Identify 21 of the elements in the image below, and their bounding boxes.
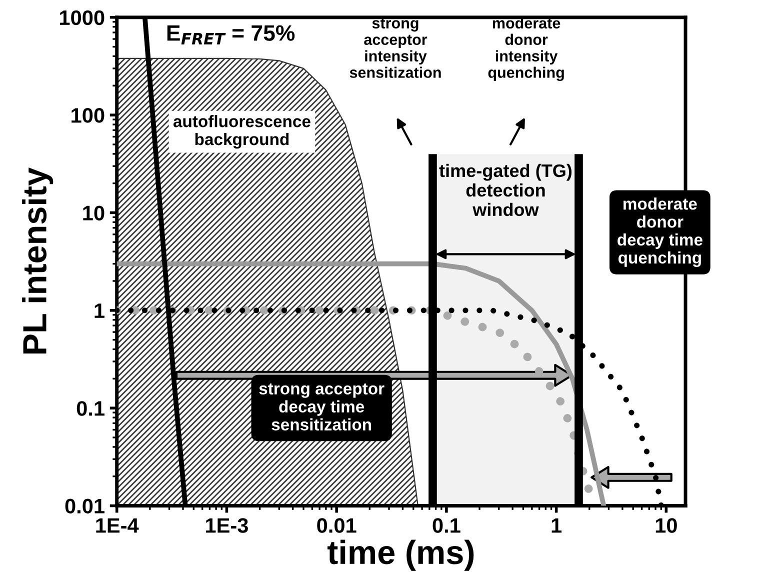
y-tick-label: 1 — [94, 304, 104, 318]
x-tick-label: 0.01 — [317, 518, 356, 533]
x-tick-label: 1 — [552, 518, 562, 533]
annotation: autofluorescence background — [173, 115, 310, 149]
x-tick-label: 1E-4 — [96, 518, 139, 533]
x-tick-label: 0.1 — [432, 518, 460, 533]
y-tick-label: 1000 — [60, 10, 104, 26]
x-tick-label: 1E-3 — [206, 518, 248, 533]
y-tick-label: 0.01 — [65, 498, 104, 514]
y-axis-title: PL intensity — [22, 168, 54, 354]
x-tick-label: 10 — [656, 518, 677, 533]
y-tick-label: 100 — [72, 108, 104, 123]
annotation: strong acceptor decay time sensitization — [259, 383, 384, 430]
annotation: strong acceptor intensity sensitization — [350, 18, 441, 78]
y-tick-label: 0.1 — [76, 401, 104, 416]
x-axis-title: time (ms) — [328, 540, 474, 571]
band-label: time-gated (TG) detection window — [439, 164, 572, 216]
y-tick-label: 10 — [83, 206, 104, 220]
annotation: moderate donor decay time quenching — [618, 198, 702, 267]
annotation: moderate donor intensity quenching — [488, 17, 564, 82]
annotation: E$_{FRET}$ = 75% — [167, 25, 295, 44]
